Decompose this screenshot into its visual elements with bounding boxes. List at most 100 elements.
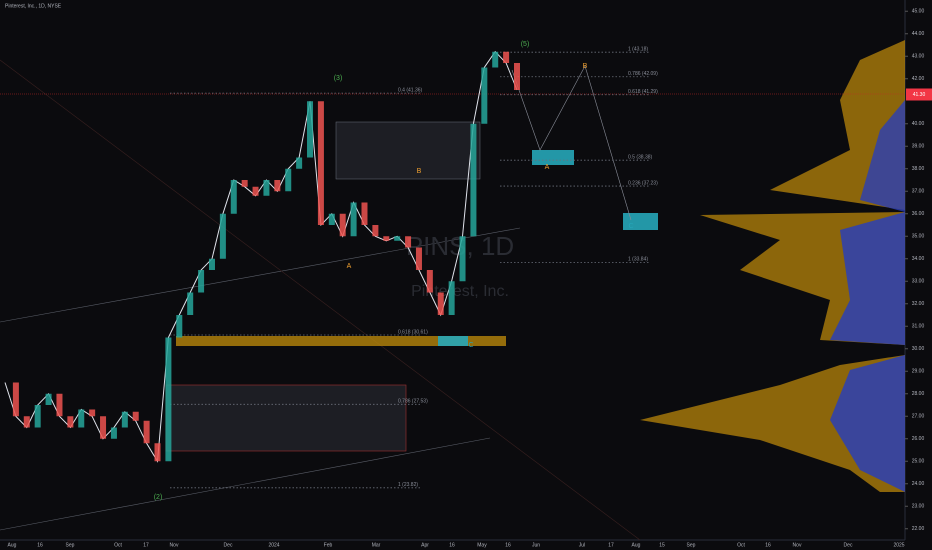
time-tick-label: 16 — [765, 542, 771, 548]
candle — [154, 443, 161, 462]
time-tick-label: Nov — [793, 542, 802, 548]
time-tick-label: Nov — [170, 542, 179, 548]
price-tick-label: 36.00 — [912, 211, 925, 217]
time-tick-label: Oct — [114, 542, 122, 548]
candle — [56, 393, 63, 417]
price-tick-label: 34.00 — [912, 256, 925, 262]
price-tick-label: 40.00 — [912, 121, 925, 127]
wave-label: (5) — [521, 41, 530, 48]
time-tick-label: 16 — [449, 542, 455, 548]
price-tick-label: 22.00 — [912, 526, 925, 532]
candle — [121, 411, 128, 428]
candle — [219, 213, 226, 259]
time-tick-label: 17 — [143, 542, 149, 548]
price-tick-label: 42.00 — [912, 76, 925, 82]
candle — [45, 393, 52, 405]
candle — [208, 258, 215, 270]
candle — [503, 51, 510, 63]
candle — [34, 405, 41, 428]
chart-header: Pinterest, Inc., 1D, NYSE — [5, 3, 62, 9]
candle — [285, 168, 292, 192]
wave-label: (3) — [334, 75, 343, 82]
channel-line — [0, 437, 491, 531]
price-tick-label: 29.00 — [912, 369, 925, 375]
price-tick-label: 32.00 — [912, 301, 925, 307]
candle — [426, 270, 433, 293]
trend-line — [0, 59, 641, 541]
candle — [307, 101, 314, 158]
time-tick-label: 2025 — [893, 542, 904, 548]
time-tick-label: 17 — [608, 542, 614, 548]
candle — [67, 416, 74, 428]
price-tick-label: 28.00 — [912, 391, 925, 397]
candle — [274, 180, 281, 192]
price-tick-label: 26.00 — [912, 436, 925, 442]
candle — [100, 416, 107, 439]
volume-profile — [830, 355, 905, 492]
fib-label: 0.618 (41.29) — [628, 89, 658, 95]
time-tick-label: 2024 — [268, 542, 279, 548]
candle — [383, 236, 390, 241]
candle — [12, 382, 19, 417]
wave-label: (2) — [154, 494, 163, 501]
candle — [187, 292, 194, 315]
time-tick-label: Aug — [632, 542, 641, 548]
candle — [339, 213, 346, 237]
candle — [23, 416, 30, 428]
target-box — [532, 150, 574, 165]
channel-line — [0, 227, 521, 323]
candle — [110, 427, 117, 439]
candle — [165, 337, 172, 462]
volume-profile — [860, 100, 905, 212]
candle — [241, 180, 248, 187]
volume-profile — [640, 355, 905, 492]
price-tick-label: 45.00 — [912, 9, 925, 15]
time-tick-label: 15 — [659, 542, 665, 548]
fib-label: 0.236 (37.23) — [628, 180, 658, 186]
last-price-label: 41.30 — [913, 92, 926, 98]
time-tick-label: Dec — [844, 542, 853, 548]
price-tick-label: 23.00 — [912, 504, 925, 510]
time-tick-label: Oct — [737, 542, 745, 548]
time-tick-label: Jul — [579, 542, 585, 548]
candle — [317, 101, 324, 225]
candle — [176, 315, 183, 338]
fib-label: 0.5 (38.38) — [628, 155, 653, 161]
time-tick-label: May — [477, 542, 487, 548]
candle — [514, 63, 520, 90]
wave-label: C — [468, 342, 473, 349]
price-tick-label: 43.00 — [912, 54, 925, 60]
candle — [405, 236, 412, 248]
price-tick-label: 37.00 — [912, 189, 925, 195]
candle — [470, 123, 477, 237]
wave-label: A — [347, 263, 352, 270]
candle — [198, 270, 205, 293]
time-tick-label: Dec — [224, 542, 233, 548]
wave-label: B — [583, 63, 588, 70]
price-tick-label: 39.00 — [912, 144, 925, 150]
target-box — [623, 213, 658, 230]
candle — [448, 281, 455, 315]
time-tick-label: Aug — [8, 542, 17, 548]
candle — [350, 202, 357, 237]
fib-label: 0.4 (41.36) — [398, 87, 423, 93]
price-tick-label: 38.00 — [912, 166, 925, 172]
candle — [481, 67, 488, 124]
price-tick-label: 25.00 — [912, 459, 925, 465]
time-tick-label: Jun — [532, 542, 540, 548]
candle — [263, 180, 270, 196]
support-zone — [176, 336, 506, 346]
volume-profile — [830, 212, 905, 345]
candle — [437, 292, 444, 315]
price-tick-label: 35.00 — [912, 234, 925, 240]
candle — [361, 202, 368, 225]
candle — [492, 51, 499, 68]
candle — [252, 186, 259, 196]
target-box — [438, 336, 468, 346]
price-tick-label: 30.00 — [912, 346, 925, 352]
candle — [78, 409, 85, 428]
time-tick-label: Apr — [421, 542, 429, 548]
wave-label: A — [545, 164, 550, 171]
candle — [394, 236, 401, 241]
